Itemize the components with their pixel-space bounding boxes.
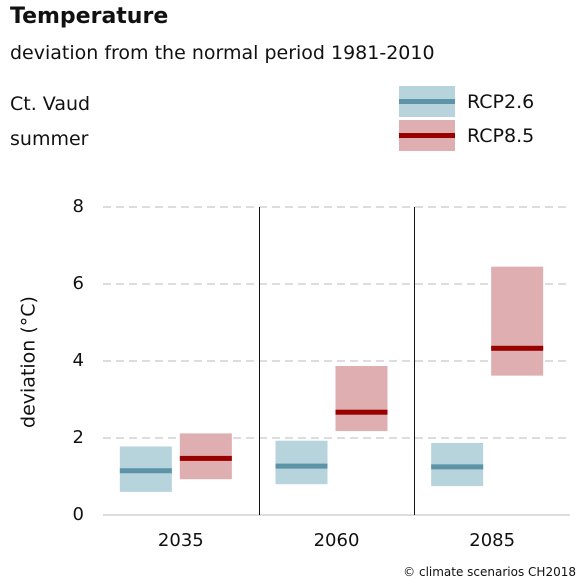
median-line-rcp26-2060 bbox=[275, 463, 328, 469]
legend: RCP2.6 RCP8.5 bbox=[399, 86, 534, 151]
gridlines bbox=[103, 206, 570, 516]
x-tick-labels: 2035 2060 2085 bbox=[158, 530, 515, 551]
median-line-rcp26-2035 bbox=[119, 468, 172, 474]
chart-title: Temperature bbox=[10, 4, 169, 29]
median-line-rcp26-2085 bbox=[431, 464, 484, 470]
y-tick-8: 8 bbox=[73, 196, 84, 217]
scenario-marks bbox=[119, 266, 544, 492]
x-tick-2085: 2085 bbox=[469, 530, 515, 551]
range-band-rcp85-2085 bbox=[491, 266, 544, 376]
y-tick-6: 6 bbox=[73, 273, 84, 294]
y-tick-4: 4 bbox=[73, 350, 84, 371]
median-line-rcp85-2085 bbox=[491, 345, 544, 351]
temperature-chart: 0 2 4 6 8 2035 2060 2085 deviation (°C) RCP2.6… bbox=[18, 86, 570, 551]
range-band-rcp85-2060 bbox=[335, 366, 388, 432]
y-tick-labels: 0 2 4 6 8 bbox=[73, 196, 84, 525]
range-band-rcp26-2060 bbox=[275, 440, 328, 485]
median-line-rcp85-2060 bbox=[335, 409, 388, 415]
y-tick-0: 0 bbox=[73, 504, 84, 525]
y-axis-label: deviation (°C) bbox=[18, 296, 40, 428]
x-tick-2060: 2060 bbox=[314, 530, 360, 551]
period-dividers bbox=[259, 207, 415, 515]
legend-rcp85-label: RCP8.5 bbox=[467, 125, 534, 147]
legend-rcp85-line bbox=[399, 133, 455, 138]
legend-rcp26-line bbox=[399, 99, 455, 104]
credit-text: © climate scenarios CH2018 bbox=[403, 565, 576, 579]
chart-subtitle: deviation from the normal period 1981-20… bbox=[10, 42, 435, 64]
region-label: Ct. Vaud bbox=[10, 93, 91, 115]
x-tick-2035: 2035 bbox=[158, 530, 204, 551]
y-tick-2: 2 bbox=[73, 427, 84, 448]
season-label: summer bbox=[10, 128, 89, 150]
legend-rcp26-label: RCP2.6 bbox=[467, 91, 534, 113]
median-line-rcp85-2035 bbox=[179, 455, 232, 461]
